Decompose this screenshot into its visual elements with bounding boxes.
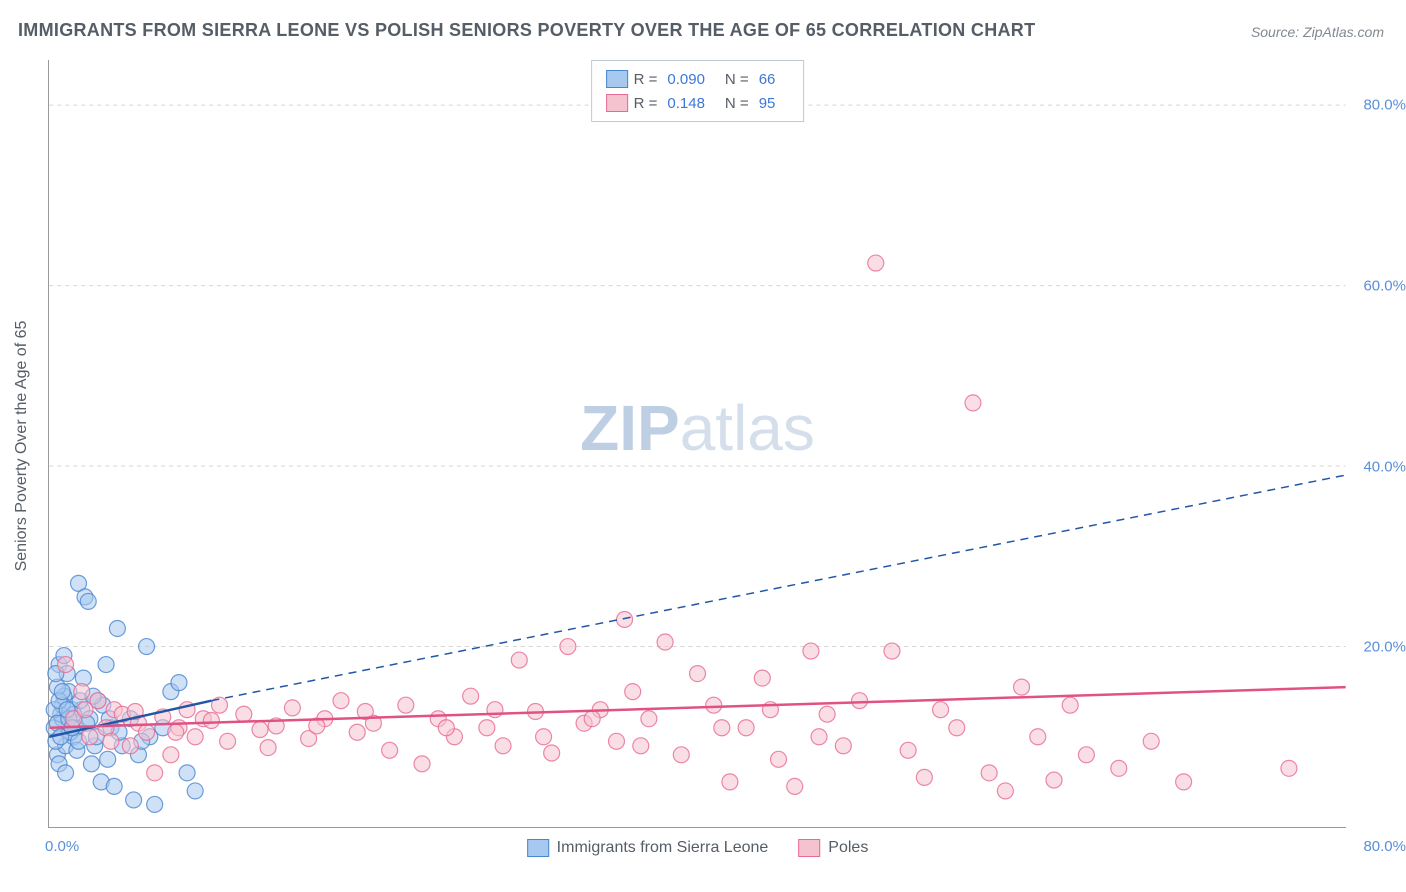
y-tick-label: 60.0% <box>1363 277 1406 294</box>
legend-r-value-2: 0.148 <box>667 95 705 112</box>
legend-swatch-2 <box>606 94 628 112</box>
y-tick-label: 80.0% <box>1363 97 1406 114</box>
legend-r-value-1: 0.090 <box>667 71 705 88</box>
y-axis-title: Seniors Poverty Over the Age of 65 <box>13 321 31 572</box>
legend-n-value-2: 95 <box>759 95 776 112</box>
legend-swatch-1 <box>606 70 628 88</box>
bottom-legend: Immigrants from Sierra Leone Poles <box>527 839 869 857</box>
plot-area: ZIPatlas R = 0.090 N = 66 R = 0.148 N = … <box>48 60 1346 828</box>
correlation-legend: R = 0.090 N = 66 R = 0.148 N = 95 <box>591 60 805 122</box>
y-tick-label: 40.0% <box>1363 458 1406 475</box>
legend-row-2: R = 0.148 N = 95 <box>606 91 790 115</box>
y-tick-label: 20.0% <box>1363 639 1406 656</box>
plot-svg <box>49 60 1346 827</box>
chart-title: IMMIGRANTS FROM SIERRA LEONE VS POLISH S… <box>18 20 1035 41</box>
legend-r-label-2: R = <box>634 95 658 112</box>
legend-r-label-1: R = <box>634 71 658 88</box>
bottom-legend-item-2: Poles <box>798 839 868 857</box>
bottom-legend-label-2: Poles <box>828 839 868 857</box>
x-tick-max: 80.0% <box>1363 838 1406 855</box>
legend-n-label-2: N = <box>725 95 749 112</box>
legend-row-1: R = 0.090 N = 66 <box>606 67 790 91</box>
bottom-legend-item-1: Immigrants from Sierra Leone <box>527 839 769 857</box>
bottom-legend-label-1: Immigrants from Sierra Leone <box>557 839 769 857</box>
x-tick-min: 0.0% <box>45 838 79 855</box>
chart-container: IMMIGRANTS FROM SIERRA LEONE VS POLISH S… <box>0 0 1406 892</box>
legend-n-label-1: N = <box>725 71 749 88</box>
source-label: Source: ZipAtlas.com <box>1251 24 1384 40</box>
legend-n-value-1: 66 <box>759 71 776 88</box>
bottom-legend-swatch-2 <box>798 839 820 857</box>
bottom-legend-swatch-1 <box>527 839 549 857</box>
